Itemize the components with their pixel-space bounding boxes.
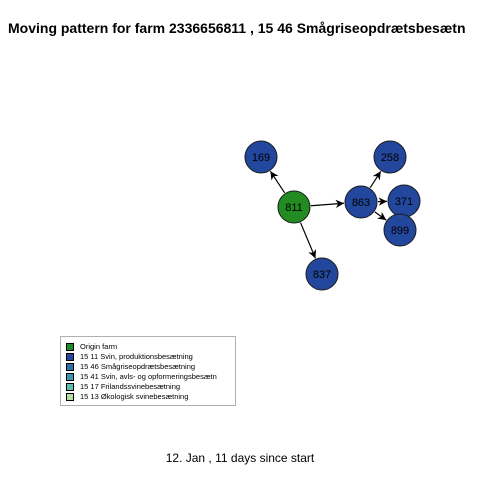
legend-item: 15 46 Smågriseopdrætsbesætning	[66, 362, 235, 372]
legend-item: 15 13 Økologisk svinebesætning	[66, 392, 235, 402]
footer-caption: 12. Jan , 11 days since start	[165, 451, 315, 465]
node-899: 899	[383, 213, 417, 247]
node-label: 837	[313, 269, 331, 281]
edge-811-863	[310, 199, 345, 209]
legend-item: 15 17 Frilandssvinebesætning	[66, 382, 235, 392]
node-258: 258	[373, 140, 407, 174]
legend-label: 15 17 Frilandssvinebesætning	[80, 382, 181, 391]
legend-item: 15 41 Svin, avls- og opformeringsbesætn	[66, 372, 235, 382]
legend-swatch	[66, 353, 74, 361]
node-label: 899	[391, 225, 409, 237]
legend-swatch	[66, 393, 74, 401]
legend-swatch	[66, 363, 74, 371]
legend-label: 15 13 Økologisk svinebesætning	[80, 392, 189, 401]
legend-label: 15 11 Svin, produktionsbesætning	[80, 352, 193, 361]
legend-label: 15 46 Smågriseopdrætsbesætning	[80, 362, 196, 371]
node-circle	[277, 190, 311, 224]
node-837: 837	[305, 257, 339, 291]
legend-label: Origin farm	[80, 342, 118, 351]
legend-item: Origin farm	[66, 342, 235, 352]
node-863: 863	[344, 185, 378, 219]
node-label: 863	[352, 197, 370, 209]
edge-811-837	[300, 222, 317, 259]
edge-863-258	[369, 170, 382, 189]
legend-item: 15 11 Svin, produktionsbesætning	[66, 352, 235, 362]
node-circle	[383, 213, 417, 247]
node-label: 258	[381, 152, 399, 164]
node-circle	[344, 185, 378, 219]
legend-swatch	[66, 373, 74, 381]
node-label: 169	[252, 152, 270, 164]
node-label: 371	[395, 196, 413, 208]
edge-811-169	[269, 170, 286, 194]
legend: Origin farm 15 11 Svin, produktionsbesæt…	[60, 336, 236, 406]
node-circle	[305, 257, 339, 291]
node-811: 811	[277, 190, 311, 224]
node-circle	[373, 140, 407, 174]
legend-label: 15 41 Svin, avls- og opformeringsbesætn	[80, 372, 217, 381]
node-circle	[244, 140, 278, 174]
node-label: 811	[285, 202, 303, 214]
node-169: 169	[244, 140, 278, 174]
legend-swatch	[66, 383, 74, 391]
edge-863-899	[374, 211, 387, 221]
page-title: Moving pattern for farm 2336656811 , 15 …	[8, 20, 466, 36]
legend-swatch	[66, 343, 74, 351]
node-371: 371	[387, 184, 421, 218]
